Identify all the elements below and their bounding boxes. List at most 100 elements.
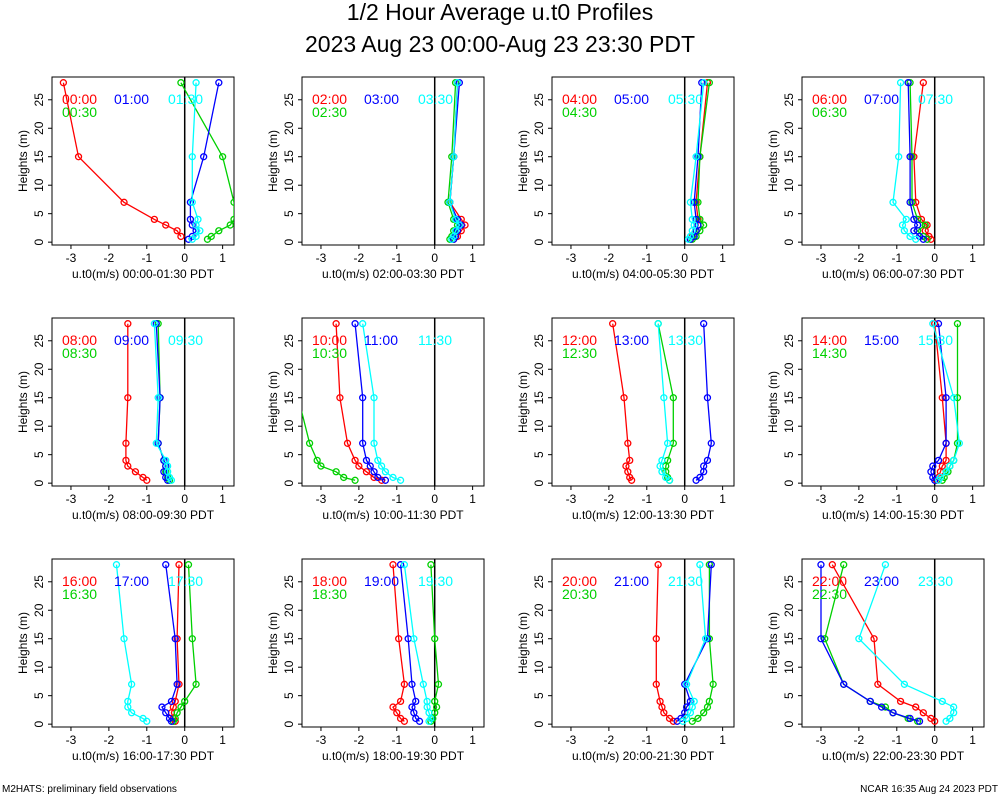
plot-area <box>444 79 469 243</box>
series-line <box>399 564 420 722</box>
legend-label: 11:30 <box>418 332 452 348</box>
legend-label: 05:00 <box>614 91 649 107</box>
data-point <box>663 439 672 447</box>
data-point <box>124 697 132 706</box>
series-line <box>62 82 182 237</box>
x-tick-label: -1 <box>641 251 652 265</box>
panel-frame <box>301 76 485 246</box>
data-point <box>946 462 954 470</box>
legend-label: 07:00 <box>864 91 899 107</box>
x-tick-label: -3 <box>566 251 577 265</box>
legend-label: 18:30 <box>312 586 347 602</box>
data-point <box>396 561 405 569</box>
data-point <box>898 221 907 229</box>
legend-label: 20:30 <box>562 586 597 602</box>
data-point <box>840 680 848 688</box>
y-axis-label: Heights (m) <box>766 371 780 433</box>
data-point <box>934 456 943 465</box>
data-point <box>192 680 200 688</box>
y-tick-label: 25 <box>32 334 46 348</box>
data-point <box>910 215 918 224</box>
data-point <box>669 394 677 402</box>
x-tick-label: 1 <box>469 251 476 265</box>
data-point <box>688 717 696 725</box>
y-tick-label: 20 <box>532 362 546 376</box>
y-tick-label: 15 <box>782 632 796 646</box>
data-point <box>652 680 660 688</box>
legend-label: 11:00 <box>364 332 398 348</box>
series-line <box>161 564 178 722</box>
y-tick-label: 0 <box>782 720 796 727</box>
data-point <box>374 456 382 465</box>
data-point <box>381 476 390 484</box>
data-point <box>953 320 962 328</box>
data-point <box>700 462 708 470</box>
data-point <box>431 697 439 706</box>
y-tick-label: 5 <box>532 451 546 458</box>
data-point <box>215 79 223 87</box>
legend-label: 00:00 <box>62 91 97 107</box>
legend-label: 12:30 <box>562 345 597 361</box>
data-point <box>188 153 196 161</box>
data-point <box>362 456 371 465</box>
data-point <box>408 703 416 711</box>
data-point <box>359 394 367 402</box>
data-point <box>902 215 910 224</box>
data-point <box>200 153 208 161</box>
data-point <box>162 456 170 465</box>
y-tick-label: 25 <box>32 575 46 589</box>
data-point <box>359 439 367 447</box>
data-point <box>950 456 958 465</box>
data-point <box>400 561 409 569</box>
y-tick-label: 20 <box>32 603 46 617</box>
data-point <box>162 561 170 569</box>
x-tick-label: 1 <box>219 492 226 506</box>
data-point <box>701 635 710 643</box>
y-tick-label: 5 <box>282 692 296 699</box>
data-point <box>889 198 897 206</box>
x-tick-label: 0 <box>431 251 438 265</box>
legend-label: 09:30 <box>168 332 203 348</box>
y-tick-label: 0 <box>282 479 296 486</box>
plot-area <box>652 561 717 725</box>
x-tick-label: 0 <box>931 492 938 506</box>
data-point <box>896 697 905 706</box>
x-tick-label: 0 <box>181 251 188 265</box>
data-point <box>694 198 702 206</box>
y-tick-label: 25 <box>282 575 296 589</box>
plot-area <box>122 320 176 484</box>
data-point <box>662 473 670 482</box>
y-tick-label: 0 <box>32 479 46 486</box>
data-point <box>626 456 634 465</box>
y-tick-label: 5 <box>782 210 796 217</box>
data-point <box>218 153 227 161</box>
data-point <box>877 703 886 711</box>
y-axis-label: Heights (m) <box>266 612 280 674</box>
y-tick-label: 15 <box>32 150 46 164</box>
x-axis-label: u.t0(m/s) 18:00-19:30 PDT <box>322 749 465 763</box>
data-point <box>177 703 185 711</box>
data-point <box>177 232 185 241</box>
x-tick-label: 0 <box>681 492 688 506</box>
x-tick-label: -1 <box>641 733 652 747</box>
data-point <box>904 79 912 87</box>
y-tick-label: 15 <box>32 391 46 405</box>
x-tick-label: -3 <box>316 492 327 506</box>
data-point <box>381 468 390 476</box>
plot-area <box>889 79 935 243</box>
footer-right: NCAR 16:35 Aug 24 2023 PDT <box>860 784 998 795</box>
data-point <box>938 697 946 706</box>
data-point <box>184 561 193 569</box>
y-tick-label: 5 <box>282 210 296 217</box>
x-tick-label: -3 <box>816 492 827 506</box>
y-axis-label: Heights (m) <box>266 371 280 433</box>
data-point <box>171 697 179 706</box>
plot-area <box>927 320 964 484</box>
data-point <box>351 320 359 328</box>
x-axis-label: u.t0(m/s) 10:00-11:30 PDT <box>322 508 464 522</box>
data-point <box>74 153 83 161</box>
data-point <box>389 561 397 569</box>
data-point <box>446 198 454 206</box>
